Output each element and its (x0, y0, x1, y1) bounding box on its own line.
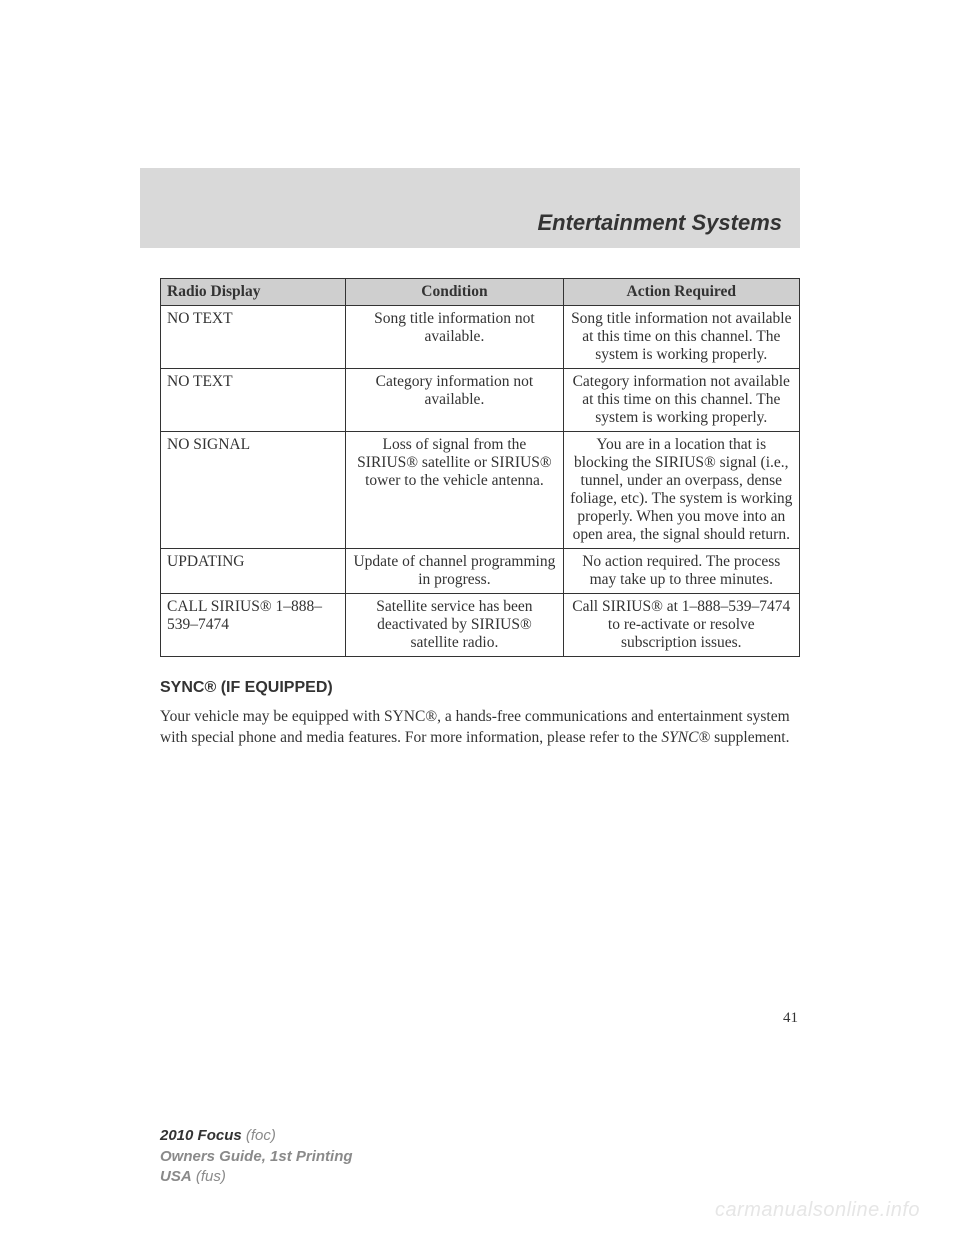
cell-display: NO SIGNAL (161, 432, 346, 549)
table-row: CALL SIRIUS® 1–888–539–7474 Satellite se… (161, 594, 800, 657)
cell-action: Call SIRIUS® at 1–888–539–7474 to re-act… (563, 594, 799, 657)
cell-display: CALL SIRIUS® 1–888–539–7474 (161, 594, 346, 657)
cell-condition: Update of channel programming in progres… (346, 549, 563, 594)
cell-action: Song title information not available at … (563, 306, 799, 369)
table-row: NO TEXT Category information not availab… (161, 369, 800, 432)
cell-action: No action required. The process may take… (563, 549, 799, 594)
body-italic: SYNC® (661, 729, 710, 746)
footer-line-2: Owners Guide, 1st Printing (160, 1147, 800, 1167)
body-post: supplement. (710, 729, 789, 746)
th-condition: Condition (346, 279, 563, 306)
cell-condition: Satellite service has been deactivated b… (346, 594, 563, 657)
footer-code-2: (fus) (192, 1168, 226, 1185)
header-bar: Entertainment Systems (140, 168, 800, 248)
footer-line-3: USA (fus) (160, 1167, 800, 1187)
content-area: Radio Display Condition Action Required … (160, 278, 800, 749)
page-number: 41 (783, 1010, 798, 1027)
footer-model: 2010 Focus (160, 1127, 242, 1144)
cell-condition: Song title information not available. (346, 306, 563, 369)
cell-display: NO TEXT (161, 306, 346, 369)
cell-display: NO TEXT (161, 369, 346, 432)
cell-condition: Category information not available. (346, 369, 563, 432)
th-action-required: Action Required (563, 279, 799, 306)
table-row: NO SIGNAL Loss of signal from the SIRIUS… (161, 432, 800, 549)
table-row: UPDATING Update of channel programming i… (161, 549, 800, 594)
footer-region: USA (160, 1168, 192, 1185)
cell-action: Category information not available at th… (563, 369, 799, 432)
table-header-row: Radio Display Condition Action Required (161, 279, 800, 306)
section-body: Your vehicle may be equipped with SYNC®,… (160, 707, 800, 749)
cell-action: You are in a location that is blocking t… (563, 432, 799, 549)
cell-display: UPDATING (161, 549, 346, 594)
footer-code-1: (foc) (242, 1127, 276, 1144)
chapter-title: Entertainment Systems (537, 210, 782, 236)
section-heading: SYNC® (IF EQUIPPED) (160, 679, 800, 697)
footer-line-1: 2010 Focus (foc) (160, 1126, 800, 1146)
cell-condition: Loss of signal from the SIRIUS® satellit… (346, 432, 563, 549)
watermark: carmanualsonline.info (715, 1199, 920, 1222)
troubleshooting-table: Radio Display Condition Action Required … (160, 278, 800, 657)
table-row: NO TEXT Song title information not avail… (161, 306, 800, 369)
th-radio-display: Radio Display (161, 279, 346, 306)
footer: 2010 Focus (foc) Owners Guide, 1st Print… (160, 1126, 800, 1187)
